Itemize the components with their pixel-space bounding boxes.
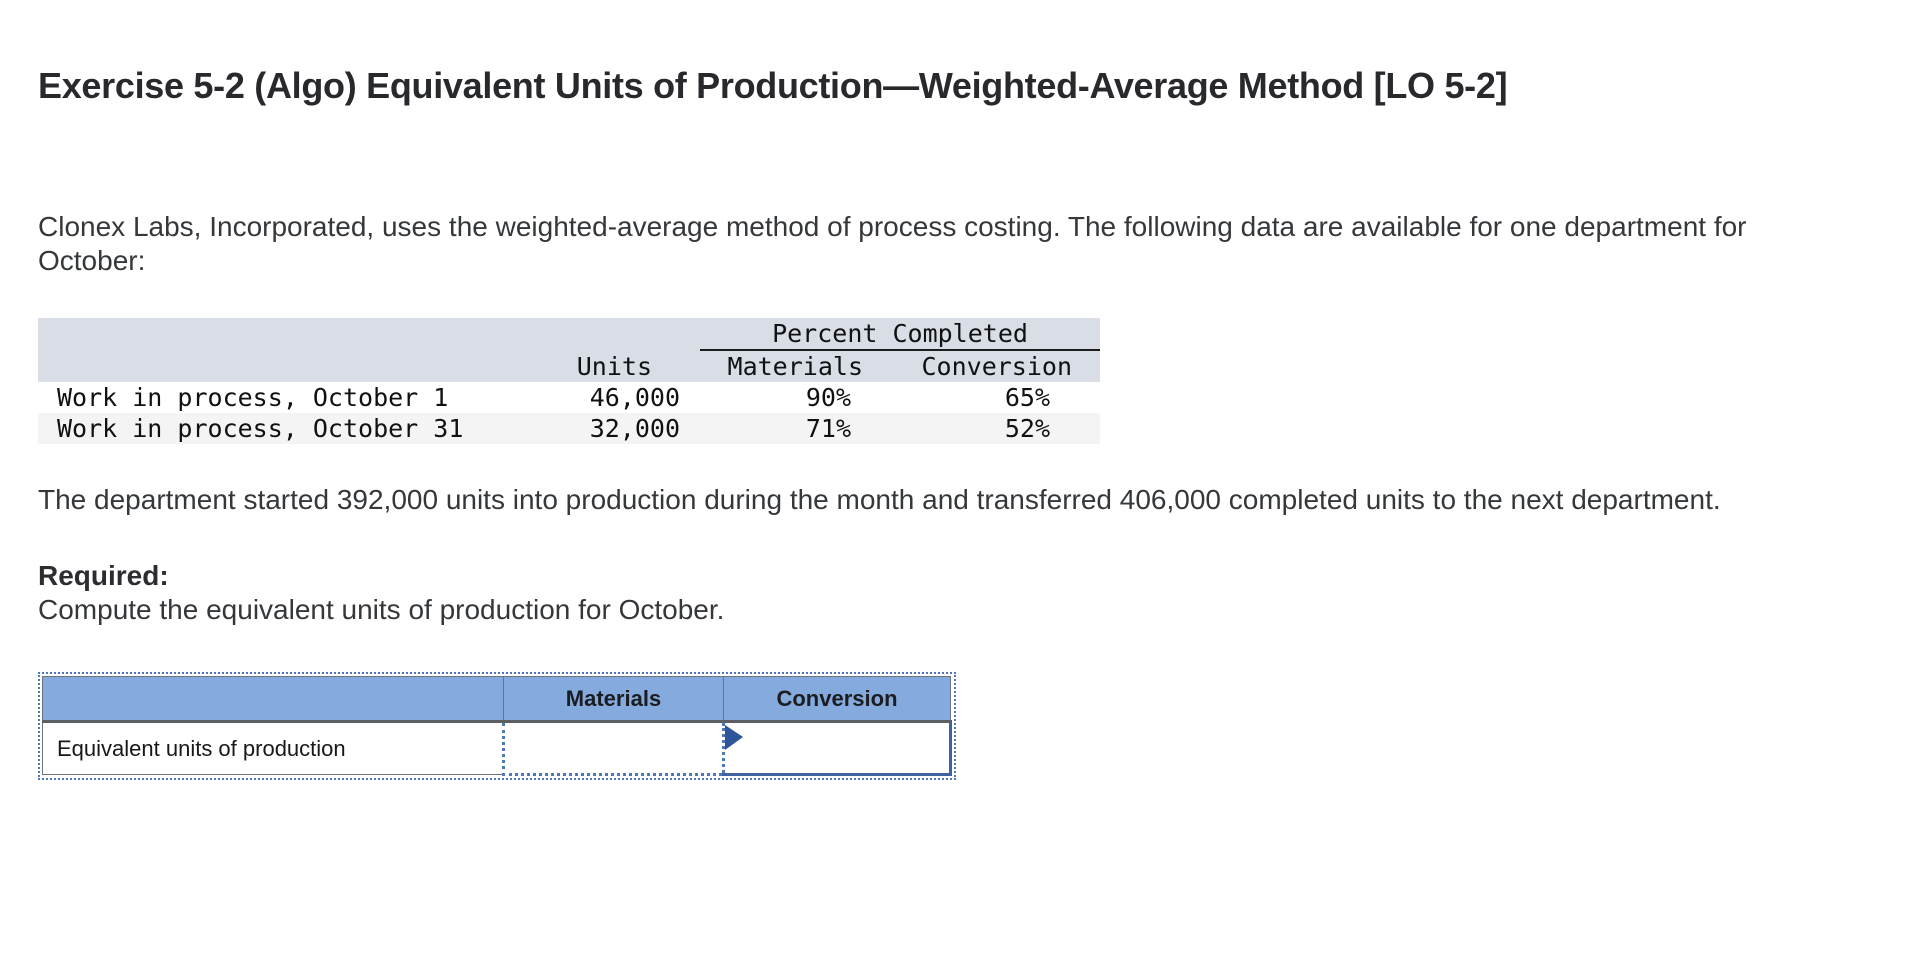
blank-cell: [38, 318, 510, 350]
answer-table: Materials Conversion Equivalent units of…: [42, 676, 952, 776]
blank-cell: [510, 318, 700, 350]
active-cell-arrow-icon: [725, 725, 743, 750]
exercise-page: Exercise 5-2 (Algo) Equivalent Units of …: [38, 65, 1747, 780]
conversion-column-header: Conversion: [875, 350, 1100, 382]
column-header-row: Units Materials Conversion: [38, 350, 1100, 382]
instruction-text: Compute the equivalent units of producti…: [38, 594, 725, 625]
intro-paragraph: Clonex Labs, Incorporated, uses the weig…: [38, 211, 1747, 276]
group-header-row: Percent Completed: [38, 318, 1100, 351]
conversion-value: 52%: [875, 413, 1100, 444]
percent-completed-header: Percent Completed: [700, 318, 1100, 351]
required-heading: Required:: [38, 560, 169, 591]
answer-header-conversion: Conversion: [723, 676, 951, 723]
materials-column-header: Materials: [700, 350, 875, 382]
table-row: Work in process, October 1 46,000 90% 65…: [38, 382, 1100, 413]
row-label: Work in process, October 31: [38, 413, 510, 444]
conversion-value: 65%: [875, 382, 1100, 413]
materials-value: 90%: [700, 382, 875, 413]
materials-value: 71%: [700, 413, 875, 444]
middle-paragraph: The department started 392,000 units int…: [38, 484, 1721, 515]
page-title: Exercise 5-2 (Algo) Equivalent Units of …: [38, 65, 1508, 106]
blank-cell: [38, 350, 510, 382]
table-row: Work in process, October 31 32,000 71% 5…: [38, 413, 1100, 444]
row-label: Work in process, October 1: [38, 382, 510, 413]
answer-table-selection-border: Materials Conversion Equivalent units of…: [38, 672, 956, 780]
answer-header-blank-cell: [42, 676, 504, 723]
units-value: 46,000: [510, 382, 700, 413]
conversion-input-cell[interactable]: [722, 720, 952, 776]
answer-row: Equivalent units of production: [42, 720, 952, 776]
problem-data-table: Percent Completed Units Materials Conver…: [38, 318, 1100, 444]
answer-header-materials: Materials: [503, 676, 724, 723]
answer-row-label: Equivalent units of production: [42, 721, 504, 775]
materials-input-cell[interactable]: [502, 720, 725, 776]
units-column-header: Units: [510, 350, 700, 382]
units-value: 32,000: [510, 413, 700, 444]
answer-header-row: Materials Conversion: [42, 676, 951, 723]
